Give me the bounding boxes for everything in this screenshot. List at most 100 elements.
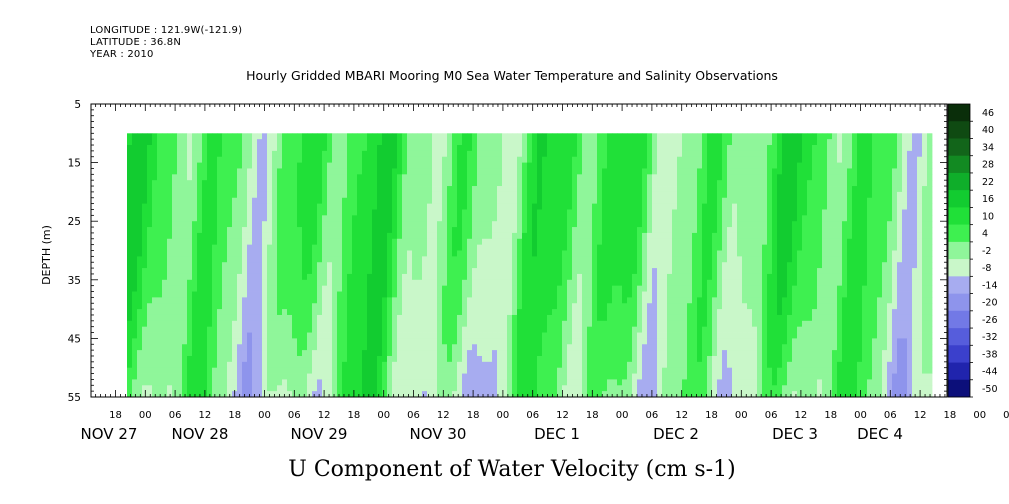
heatmap-cell: [387, 303, 393, 310]
heatmap-cell: [642, 285, 648, 292]
heatmap-cell: [147, 309, 153, 316]
heatmap-cell: [417, 361, 423, 369]
heatmap-cell: [167, 355, 173, 363]
heatmap-cell: [422, 297, 428, 304]
heatmap-cell: [417, 156, 423, 163]
heatmap-cell: [152, 297, 158, 304]
heatmap-cell: [347, 191, 353, 199]
heatmap-cell: [202, 314, 208, 322]
heatmap-cell: [407, 361, 413, 369]
heatmap-cell: [562, 361, 568, 369]
heatmap-cell: [402, 197, 408, 205]
heatmap-cell: [352, 373, 358, 380]
heatmap-cell: [167, 303, 173, 310]
heatmap-cell: [552, 186, 558, 193]
heatmap-cell: [317, 314, 323, 322]
heatmap-cell: [172, 244, 178, 251]
heatmap-cell: [337, 209, 343, 216]
heatmap-cell: [307, 273, 313, 281]
heatmap-cell: [132, 238, 138, 246]
heatmap-cell: [457, 162, 463, 169]
heatmap-cell: [567, 156, 573, 163]
heatmap-cell: [207, 227, 213, 234]
heatmap-cell: [212, 168, 218, 175]
heatmap-cell: [487, 156, 493, 163]
heatmap-cell: [557, 309, 563, 316]
heatmap-cell: [127, 256, 133, 263]
heatmap-cell: [167, 150, 173, 158]
heatmap-cell: [177, 250, 183, 257]
heatmap-cell: [642, 250, 648, 257]
heatmap-cell: [577, 309, 583, 316]
heatmap-cell: [377, 350, 383, 357]
heatmap-cell: [607, 350, 613, 357]
heatmap-cell: [242, 256, 248, 263]
heatmap-cell: [432, 150, 438, 158]
heatmap-cell: [387, 209, 393, 216]
heatmap-cell: [312, 373, 318, 380]
heatmap-cell: [632, 197, 638, 205]
heatmap-cell: [512, 174, 518, 181]
heatmap-cell: [512, 273, 518, 281]
heatmap-cell: [607, 238, 613, 246]
heatmap-cell: [577, 391, 583, 398]
heatmap-cell: [177, 232, 183, 240]
heatmap-cell: [457, 221, 463, 228]
heatmap-cell: [667, 180, 673, 187]
heatmap-cell: [382, 209, 388, 216]
heatmap-cell: [387, 285, 393, 292]
heatmap-cell: [442, 162, 448, 169]
heatmap-cell: [582, 391, 588, 398]
heatmap-cell: [337, 215, 343, 222]
heatmap-cell: [622, 162, 628, 169]
heatmap-cell: [562, 256, 568, 263]
heatmap-cell: [507, 145, 513, 152]
heatmap-cell: [197, 350, 203, 357]
heatmap-cell: [467, 291, 473, 298]
heatmap-cell: [397, 197, 403, 205]
heatmap-cell: [152, 150, 158, 158]
heatmap-cell: [642, 367, 648, 374]
heatmap-cell: [392, 320, 398, 328]
heatmap-cell: [442, 215, 448, 222]
heatmap-cell: [522, 309, 528, 316]
heatmap-cell: [502, 279, 508, 287]
heatmap-cell: [597, 367, 603, 374]
heatmap-cell: [412, 355, 418, 363]
heatmap-cell: [587, 391, 593, 398]
heatmap-cell: [287, 209, 293, 216]
heatmap-cell: [262, 227, 268, 234]
heatmap-cell: [412, 303, 418, 310]
heatmap-cell: [447, 186, 453, 193]
heatmap-cell: [642, 238, 648, 246]
heatmap-cell: [297, 350, 303, 357]
heatmap-cell: [252, 227, 258, 234]
heatmap-cell: [632, 133, 638, 140]
heatmap-cell: [397, 391, 403, 398]
heatmap-cell: [362, 133, 368, 140]
heatmap-cell: [502, 344, 508, 351]
heatmap-cell: [137, 320, 143, 328]
heatmap-cell: [527, 150, 533, 158]
heatmap-cell: [602, 355, 608, 363]
heatmap-cell: [347, 168, 353, 175]
heatmap-cell: [617, 221, 623, 228]
heatmap-cell: [252, 297, 258, 304]
heatmap-cell: [157, 314, 163, 322]
heatmap-cell: [452, 320, 458, 328]
heatmap-cell: [162, 320, 168, 328]
heatmap-cell: [382, 197, 388, 205]
heatmap-cell: [402, 268, 408, 275]
heatmap-cell: [427, 238, 433, 246]
heatmap-cell: [642, 139, 648, 146]
heatmap-cell: [317, 256, 323, 263]
heatmap-cell: [142, 203, 148, 210]
heatmap-cell: [147, 350, 153, 357]
heatmap-cell: [232, 285, 238, 292]
heatmap-cell: [332, 391, 338, 398]
heatmap-cell: [292, 232, 298, 240]
heatmap-cell: [372, 215, 378, 222]
heatmap-cell: [392, 139, 398, 146]
heatmap-cell: [532, 209, 538, 216]
heatmap-cell: [222, 162, 228, 169]
